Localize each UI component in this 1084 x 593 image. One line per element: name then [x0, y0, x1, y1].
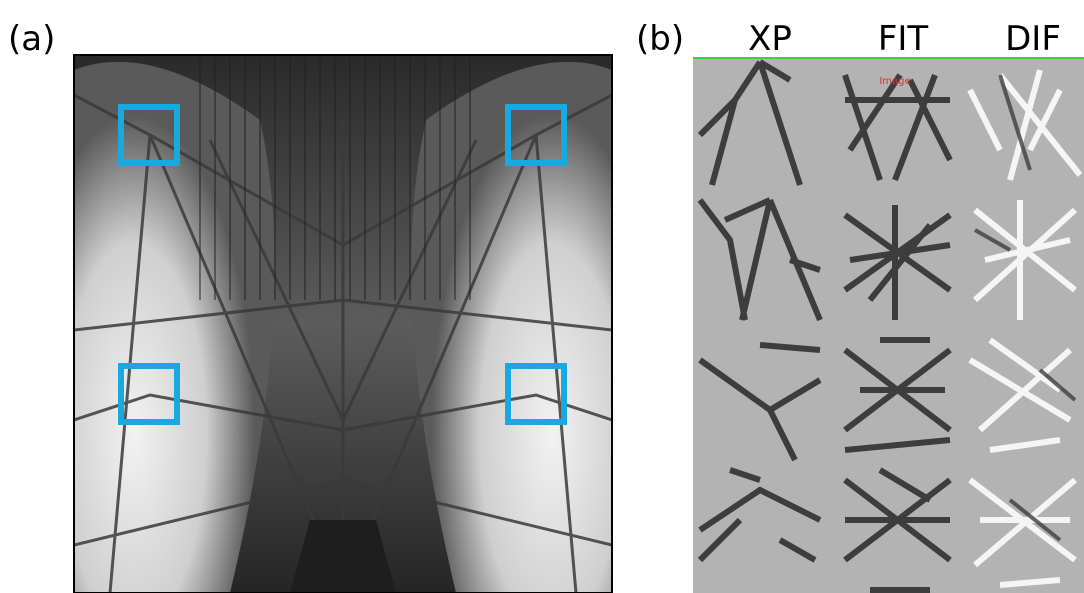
panel-label: (b): [636, 19, 684, 59]
column-title: FIT: [878, 19, 929, 59]
pattern-grid: [693, 57, 1084, 593]
overlay-text: Image: [879, 76, 910, 87]
pattern-image: [74, 55, 612, 593]
column-title: DIF: [1005, 19, 1061, 59]
column-title: XP: [748, 19, 792, 59]
panel-label: (a): [8, 19, 55, 59]
figure: (a) (b) XP FIT DIF: [0, 0, 1084, 593]
